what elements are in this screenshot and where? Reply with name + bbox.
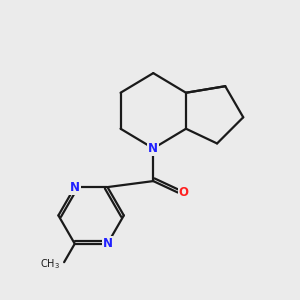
Text: O: O xyxy=(179,186,189,199)
Text: N: N xyxy=(103,237,112,250)
Text: CH$_3$: CH$_3$ xyxy=(40,257,60,271)
Text: N: N xyxy=(70,181,80,194)
Text: N: N xyxy=(148,142,158,155)
